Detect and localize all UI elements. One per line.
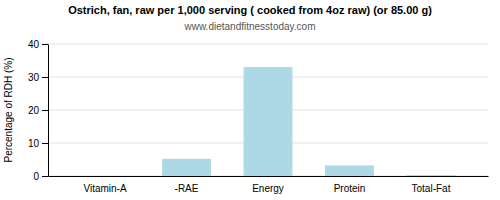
y-tick-mark bbox=[42, 143, 48, 144]
grid bbox=[48, 44, 488, 176]
y-axis-line bbox=[48, 45, 49, 177]
x-tick: Vitamin-A bbox=[83, 183, 126, 194]
x-tick: Protein bbox=[334, 183, 366, 194]
x-tick: Energy bbox=[252, 183, 284, 194]
y-tick-mark bbox=[42, 77, 48, 78]
bar bbox=[407, 175, 456, 176]
y-axis: 0 10 20 30 40 bbox=[28, 39, 49, 182]
x-axis: Vitamin-A -RAE Energy Protein Total-Fat bbox=[49, 177, 489, 195]
y-tick-label: 10 bbox=[28, 138, 40, 149]
bars bbox=[162, 67, 455, 176]
chart-container: Ostrich, fan, raw per 1,000 serving ( co… bbox=[0, 0, 500, 200]
x-tick-label: Vitamin-A bbox=[83, 183, 126, 194]
bar bbox=[81, 176, 130, 177]
y-axis-label: Percentage of RDH (%) bbox=[3, 57, 14, 162]
y-tick-label: 20 bbox=[28, 105, 40, 116]
y-tick: 40 bbox=[28, 39, 48, 50]
grid-line bbox=[48, 44, 488, 45]
y-tick-mark bbox=[42, 110, 48, 111]
x-tick-label: Energy bbox=[252, 183, 284, 194]
x-tick-label: Total-Fat bbox=[412, 183, 451, 194]
y-tick-label: 0 bbox=[33, 171, 39, 182]
title: Ostrich, fan, raw per 1,000 serving ( co… bbox=[68, 4, 432, 16]
y-tick: 0 bbox=[33, 171, 48, 182]
bar bbox=[244, 67, 293, 176]
chart-svg: Ostrich, fan, raw per 1,000 serving ( co… bbox=[0, 0, 500, 200]
bar bbox=[325, 165, 374, 176]
y-tick: 20 bbox=[28, 105, 48, 116]
x-tick-label: Protein bbox=[334, 183, 366, 194]
y-tick-mark bbox=[42, 44, 48, 45]
x-tick-label: -RAE bbox=[175, 183, 199, 194]
y-tick: 30 bbox=[28, 72, 48, 83]
y-tick: 10 bbox=[28, 138, 48, 149]
y-tick-label: 30 bbox=[28, 72, 40, 83]
y-tick-label: 40 bbox=[28, 39, 40, 50]
y-tick-mark bbox=[42, 176, 48, 177]
bar bbox=[162, 159, 211, 176]
x-axis-line bbox=[49, 176, 489, 177]
x-tick: -RAE bbox=[175, 183, 199, 194]
plot-area: Vitamin-A -RAE Energy Protein Total-Fat 0 10 20… bbox=[28, 39, 489, 194]
x-tick: Total-Fat bbox=[412, 183, 451, 194]
subtitle: www.dietandfitnesstoday.com bbox=[184, 21, 316, 32]
